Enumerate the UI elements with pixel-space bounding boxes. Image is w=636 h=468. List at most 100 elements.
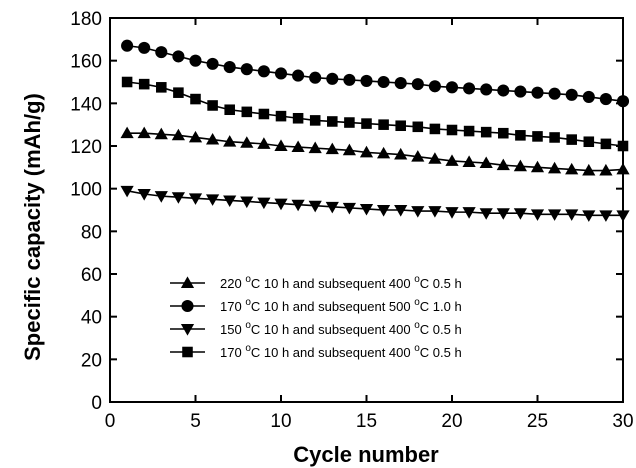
data-point-s1 [496,158,510,171]
data-point-s4 [480,126,492,138]
data-point-s3 [137,189,151,201]
data-point-s2 [411,78,424,91]
data-point-s3 [513,208,527,220]
data-point-s3 [394,205,408,217]
y-tick-label: 20 [81,350,102,371]
data-point-s4 [190,93,201,105]
data-point-s1 [257,137,271,149]
data-point-s1 [137,126,151,139]
data-point-s1 [342,143,356,156]
data-point-s4 [327,116,338,127]
data-point-s2 [582,90,595,103]
data-point-s1 [274,139,288,151]
legend-label-3: 150 oC 10 h and subsequent 400 oC 0.5 h [220,320,462,337]
data-point-s1 [154,127,168,140]
data-point-s1 [530,160,545,173]
data-point-s3 [342,202,356,215]
data-point-s4 [344,117,355,128]
data-point-s4 [583,136,595,148]
data-point-s1 [479,156,493,169]
data-point-s1 [359,145,374,158]
data-point-s1 [411,150,425,162]
x-axis-label: Cycle number [293,442,439,467]
data-point-s1 [291,140,305,153]
data-point-s3 [171,192,185,204]
data-point-s4 [309,115,321,126]
data-point-s3 [599,210,613,222]
data-point-s3 [206,194,220,206]
plot-area: 0 20 40 60 80 100 120 140 160 180 0 5 10 15 20 25 30 220 … [70,9,633,432]
data-point-s2 [616,95,630,108]
data-point-s4 [138,78,150,90]
legend-marker-3 [180,324,195,336]
data-point-s1 [462,155,476,167]
y-axis-label: Specific capacity (mAh/g) [20,93,45,361]
y-tick-label: 100 [70,180,102,201]
data-point-s2 [257,65,270,78]
data-point-s3 [582,210,596,222]
data-point-s1 [377,146,391,159]
data-point-s3 [120,185,134,198]
data-point-s1 [308,141,322,154]
y-tick-label: 120 [70,137,102,158]
y-tick-label: 60 [81,265,102,286]
data-point-s4 [498,127,509,139]
data-point-s3 [359,203,374,216]
data-point-s1 [325,142,339,155]
data-point-s1 [171,128,185,141]
data-point-s2 [565,88,578,101]
data-point-s2 [240,63,253,76]
x-tick-label: 5 [190,411,201,432]
data-point-s3 [308,200,322,213]
data-point-s4 [224,104,235,116]
data-point-s3 [291,199,305,212]
data-point-s2 [309,71,322,84]
data-point-s3 [479,208,493,220]
x-tick-label: 0 [105,411,116,432]
data-point-s2 [445,81,459,94]
data-point-s1 [428,152,442,164]
data-point-s2 [497,84,510,97]
data-point-s4 [156,82,167,93]
y-tick-label: 140 [70,94,102,115]
data-point-s3 [240,196,254,209]
data-point-s4 [378,119,389,130]
data-point-s3 [445,207,459,219]
data-point-s2 [463,82,476,95]
data-point-s1 [188,130,203,143]
legend-label-2: 170 oC 10 h and subsequent 500 oC 1.0 h [220,297,462,314]
data-point-s1 [240,136,254,148]
data-point-s3 [411,206,425,218]
data-point-s2 [343,73,356,86]
legend-marker-1 [180,276,195,288]
data-point-s1 [206,133,220,145]
data-point-s4 [600,138,612,150]
x-tick-label: 30 [612,411,633,432]
y-tick-label: 180 [70,9,102,30]
legend-label-4: 170 oC 10 h and subsequent 400 oC 0.5 h [220,343,462,360]
data-point-s4 [361,118,372,129]
data-point-s3 [428,206,442,218]
data-point-s3 [462,207,476,219]
data-point-s2 [394,77,407,90]
series-line-4 [127,81,624,147]
data-point-s4 [532,131,543,142]
data-point-s2 [548,87,561,100]
data-point-s1 [223,135,237,147]
data-point-s3 [257,197,271,210]
data-point-s4 [549,132,560,143]
data-point-s1 [445,154,459,166]
data-point-s2 [206,57,219,70]
data-point-s4 [258,108,270,120]
data-point-s2 [514,85,527,98]
data-point-s3 [565,209,579,221]
data-point-s2 [121,39,134,52]
data-point-s4 [241,106,253,118]
legend-marker-4 [182,346,193,358]
data-point-s1 [548,161,562,174]
data-point-s2 [189,54,202,67]
series-line-3 [126,190,623,217]
data-point-s1 [599,163,613,176]
data-point-s2 [377,75,390,89]
data-point-s3 [496,208,510,220]
